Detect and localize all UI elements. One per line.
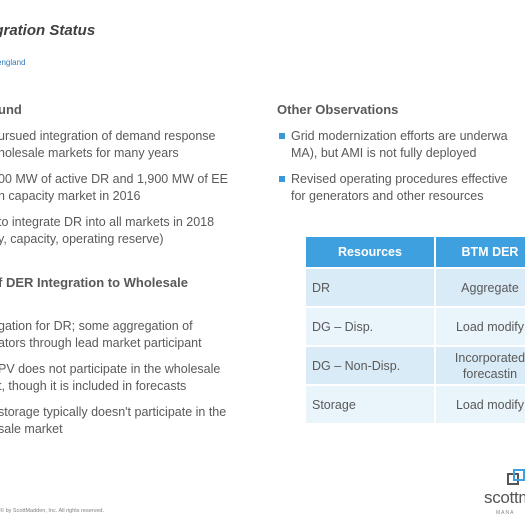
left-para-2-line-2: h capacity market in 2016 [0, 189, 141, 203]
page-subtitle: england [0, 58, 26, 67]
left-para-1-line-1: ursued integration of demand response [0, 129, 216, 143]
table-header-resources: Resources [306, 237, 436, 267]
left-para-2-line-1: 00 MW of active DR and 1,900 MW of EE [0, 172, 228, 186]
right-bullet-2-line-1: Revised operating procedures effective [291, 172, 508, 186]
left-para-4-line-1: gation for DR; some aggregation of [0, 319, 193, 333]
left-para-3-line-2: y, capacity, operating reserve) [0, 232, 164, 246]
table-cell-value: Load modify [436, 306, 525, 345]
table-header-row: Resources BTM DER [306, 237, 525, 267]
logo-wordmark: scottm [484, 488, 525, 507]
left-para-4-line-2: ators through lead market participant [0, 336, 202, 350]
right-bullet-2: Revised operating procedures effective f… [279, 171, 508, 205]
left-para-6-line-1: storage typically doesn't participate in… [0, 405, 227, 419]
table-cell-value-line: Load modify [455, 319, 525, 334]
other-observations-heading: Other Observations [277, 102, 399, 117]
left-para-4: gation for DR; some aggregation of ators… [0, 318, 202, 352]
table-cell-resource: DG – Non-Disp. [306, 345, 436, 384]
right-bullet-2-line-2: for generators and other resources [291, 189, 484, 203]
der-resources-table: Resources BTM DER DR Aggregate DG – Disp… [306, 237, 525, 423]
table-cell-value: Load modify [436, 384, 525, 423]
bullet-square-icon [279, 133, 285, 139]
table-cell-value-line: forecastin [462, 366, 518, 381]
left-para-5-line-2: t, though it is included in forecasts [0, 379, 187, 393]
table-cell-resource: Storage [306, 384, 436, 423]
left-para-3-line-1: to integrate DR into all markets in 2018 [0, 215, 215, 229]
table-header-btm-der: BTM DER [436, 237, 525, 267]
right-bullet-1-line-2: MA), but AMI is not fully deployed [291, 146, 477, 160]
table-cell-value-line: Aggregate [461, 280, 519, 295]
table-cell-value: Aggregate [436, 267, 525, 306]
left-para-3: to integrate DR into all markets in 2018… [0, 214, 214, 248]
der-integration-heading: f DER Integration to Wholesale [0, 275, 188, 290]
table-row: DG – Disp. Load modify [306, 306, 525, 345]
scottmadden-logo-icon [507, 469, 525, 485]
table-cell-resource: DG – Disp. [306, 306, 436, 345]
table-row: DG – Non-Disp. Incorporated forecastin [306, 345, 525, 384]
table-cell-value-line: Load modify [455, 397, 525, 412]
table-row: DR Aggregate [306, 267, 525, 306]
left-para-2: 00 MW of active DR and 1,900 MW of EE h … [0, 171, 228, 205]
copyright-footer: © by ScottMadden, Inc. All rights reserv… [0, 508, 105, 514]
left-para-6-line-2: sale market [0, 422, 63, 436]
left-para-1-line-2: holesale markets for many years [0, 146, 179, 160]
table-cell-resource: DR [306, 267, 436, 306]
bullet-square-icon [279, 176, 285, 182]
left-para-5-line-1: PV does not participate in the wholesale [0, 362, 221, 376]
page-title: egration Status [0, 22, 96, 39]
table-cell-value: Incorporated forecastin [436, 345, 525, 384]
logo-tagline: MANA [496, 510, 515, 516]
right-bullet-1-line-1: Grid modernization efforts are underwa [291, 129, 508, 143]
table-row: Storage Load modify [306, 384, 525, 423]
left-para-5: PV does not participate in the wholesale… [0, 361, 220, 395]
right-bullet-1: Grid modernization efforts are underwa M… [279, 128, 508, 162]
table-cell-value-line: Incorporated [454, 350, 525, 365]
left-para-1: ursued integration of demand response ho… [0, 128, 216, 162]
left-para-6: storage typically doesn't participate in… [0, 404, 226, 438]
background-heading: und [0, 102, 22, 117]
